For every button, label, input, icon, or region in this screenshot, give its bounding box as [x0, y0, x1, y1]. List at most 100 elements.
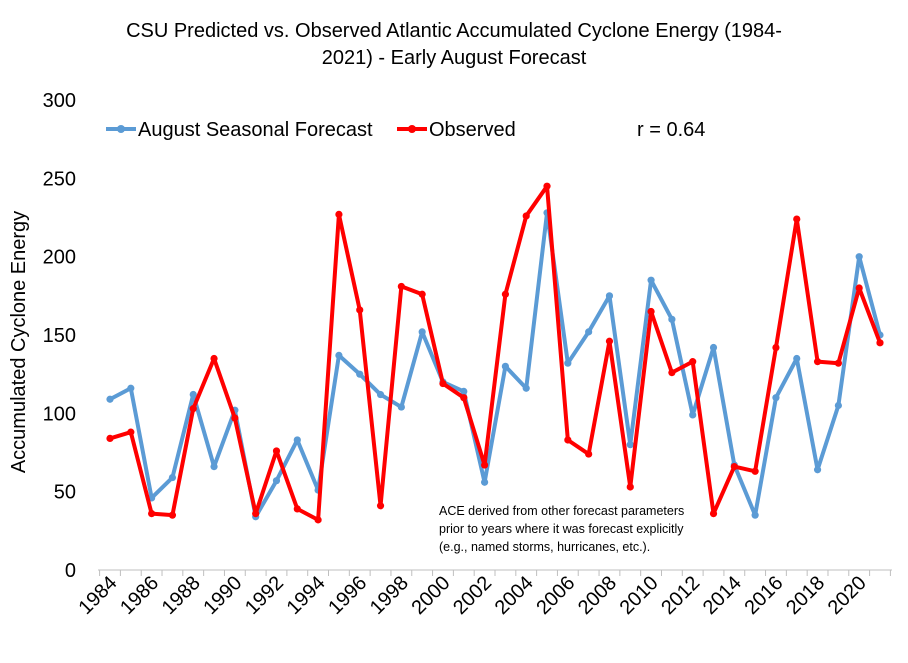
x-tick-label: 1988	[158, 572, 205, 619]
data-point-forecast	[356, 370, 364, 378]
data-point-observed	[668, 369, 676, 377]
y-axis-label: Accumulated Cyclone Energy	[8, 211, 30, 473]
data-point-observed	[585, 450, 593, 458]
legend-item-forecast: August Seasonal Forecast	[106, 119, 373, 141]
x-tick-label: 2004	[491, 572, 538, 619]
data-point-observed	[689, 358, 697, 366]
data-point-forecast	[834, 401, 842, 410]
y-axis-ticks: 0 50 100 150 200 250 300	[43, 90, 76, 582]
x-tick-label: 2000	[407, 572, 454, 619]
data-point-forecast	[210, 463, 218, 471]
data-point-forecast	[626, 441, 634, 449]
data-point-observed	[106, 434, 114, 442]
legend-label-forecast: August Seasonal Forecast	[138, 119, 373, 141]
y-tick-label: 250	[43, 168, 76, 190]
data-point-observed	[272, 447, 281, 455]
x-tick-label: 2002	[449, 572, 496, 619]
x-tick-label: 1992	[241, 572, 288, 619]
y-tick-label: 100	[43, 403, 76, 425]
data-point-observed	[127, 428, 135, 436]
legend: August Seasonal Forecast Observed	[106, 119, 516, 141]
x-tick-label: 1984	[75, 572, 122, 619]
legend-swatch-forecast-marker	[117, 125, 125, 133]
x-tick-label: 1994	[283, 572, 330, 619]
data-point-forecast	[751, 511, 759, 519]
data-point-forecast	[106, 395, 114, 403]
data-point-observed	[418, 290, 426, 298]
data-point-observed	[335, 210, 343, 218]
data-point-observed	[231, 414, 239, 422]
y-tick-label: 300	[43, 90, 76, 112]
chart-title-line-2: 2021) - Early August Forecast	[322, 47, 587, 69]
data-point-forecast	[127, 384, 135, 392]
data-point-forecast	[335, 351, 343, 359]
data-point-observed	[813, 358, 822, 366]
data-point-forecast	[460, 387, 468, 395]
x-tick-label: 1996	[324, 572, 371, 619]
data-point-forecast	[272, 477, 281, 485]
x-tick-label: 2012	[657, 572, 704, 619]
data-point-observed	[356, 306, 364, 314]
data-point-observed	[772, 343, 780, 352]
note-line-1: ACE derived from other forecast paramete…	[439, 504, 684, 518]
x-tick-label: 2008	[574, 572, 621, 619]
data-point-forecast	[168, 473, 177, 482]
series-layer	[106, 182, 884, 524]
data-point-observed	[210, 354, 218, 363]
x-tick-label: 2010	[616, 572, 663, 619]
x-tick-label: 2020	[824, 572, 871, 619]
data-point-forecast	[668, 315, 676, 323]
data-point-forecast	[501, 362, 510, 370]
data-point-observed	[834, 359, 842, 367]
data-point-forecast	[189, 390, 197, 399]
y-tick-label: 150	[43, 325, 76, 347]
data-point-observed	[522, 212, 530, 220]
series-observed	[106, 182, 884, 524]
note-line-2: prior to years where it was forecast exp…	[439, 522, 684, 536]
data-point-forecast	[647, 276, 655, 284]
x-axis	[98, 569, 892, 576]
data-point-observed	[397, 282, 405, 291]
data-point-observed	[730, 463, 738, 471]
data-point-forecast	[397, 403, 405, 411]
data-point-observed	[793, 215, 801, 223]
correlation-annotation: r = 0.64	[637, 119, 705, 141]
data-point-observed	[439, 379, 447, 388]
data-point-observed	[293, 505, 301, 513]
data-point-forecast	[564, 359, 572, 367]
data-point-observed	[376, 502, 385, 510]
data-point-observed	[709, 509, 718, 518]
x-tick-label: 2016	[740, 572, 787, 619]
x-tick-label: 1998	[366, 572, 413, 619]
data-point-forecast	[605, 292, 614, 300]
data-point-observed	[480, 461, 489, 469]
data-point-observed	[855, 284, 863, 292]
data-point-forecast	[585, 328, 593, 336]
x-tick-label: 1990	[199, 572, 246, 619]
data-point-forecast	[772, 394, 780, 402]
x-tick-label: 2014	[699, 572, 746, 619]
data-point-observed	[168, 511, 177, 519]
y-tick-label: 50	[54, 482, 76, 504]
y-tick-label: 0	[65, 560, 76, 582]
chart-title-line-1: CSU Predicted vs. Observed Atlantic Accu…	[126, 20, 782, 42]
data-point-observed	[543, 182, 551, 190]
data-point-forecast	[522, 384, 530, 392]
data-point-observed	[501, 290, 510, 298]
data-point-observed	[148, 509, 156, 518]
data-point-observed	[751, 467, 759, 475]
data-point-observed	[189, 405, 197, 413]
x-tick-label: 2018	[782, 572, 829, 619]
data-point-forecast	[293, 436, 301, 444]
data-point-observed	[252, 509, 260, 518]
x-tick-label: 1986	[116, 572, 163, 619]
data-point-forecast	[855, 253, 863, 261]
legend-item-observed: Observed	[397, 119, 516, 141]
data-point-forecast	[793, 354, 801, 363]
data-point-forecast	[418, 328, 426, 336]
data-point-observed	[564, 436, 572, 444]
data-point-observed	[605, 337, 614, 345]
data-point-observed	[876, 339, 884, 347]
